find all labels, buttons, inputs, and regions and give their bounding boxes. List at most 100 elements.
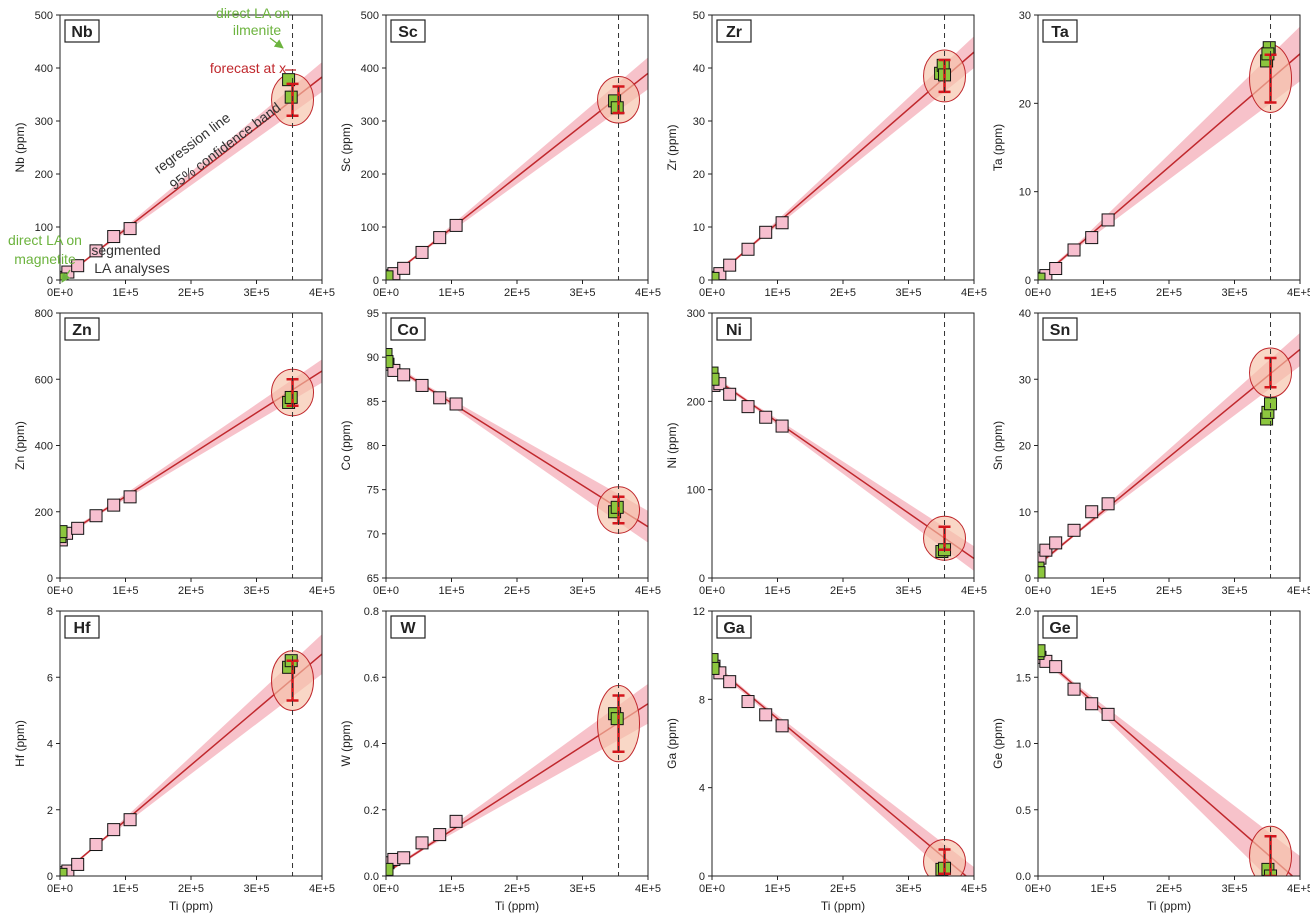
- plot-area: [712, 366, 974, 571]
- y-tick-label: 0: [47, 573, 53, 585]
- data-point: [89, 509, 103, 523]
- plot-area: [386, 57, 648, 280]
- x-tick-label: 1E+5: [765, 585, 791, 597]
- x-tick-label: 4E+5: [1287, 883, 1310, 895]
- y-tick-label: 1.0: [1016, 739, 1031, 751]
- y-tick-label: 2: [47, 805, 53, 817]
- annotation: direct LA on: [8, 232, 82, 248]
- x-tick-label: 0E+0: [1025, 287, 1051, 299]
- x-tick-label: 4E+5: [309, 287, 335, 299]
- y-tick-label: 100: [361, 222, 379, 234]
- annotation-arrow: [269, 37, 284, 49]
- x-axis-label: Ti (ppm): [169, 899, 213, 913]
- y-tick-label: 90: [367, 352, 379, 364]
- y-tick-label: 100: [687, 485, 705, 497]
- x-tick-label: 2E+5: [178, 287, 204, 299]
- y-tick-label: 300: [361, 116, 379, 128]
- y-tick-label: 200: [361, 169, 379, 181]
- x-tick-label: 0E+0: [47, 585, 73, 597]
- y-tick-label: 0.4: [364, 739, 379, 751]
- element-box: [716, 19, 752, 43]
- x-tick-label: 0E+0: [373, 585, 399, 597]
- plot-frame: [385, 14, 649, 281]
- x-tick-label: 4E+5: [635, 585, 661, 597]
- panel: 0 100 200 300 400 500 0E+0 1E+5 2E+5 3E+5 4E+5 Nb (…: [8, 5, 335, 299]
- plot-area: [60, 359, 322, 547]
- panel: 0.0 0.2 0.4 0.6 0.8 0E+0 1E+5 2E+5 3E+5 4E+5 W (pp…: [339, 606, 661, 913]
- y-tick-label: 40: [1019, 308, 1031, 320]
- x-tick-label: 2E+5: [830, 287, 856, 299]
- data-point: [759, 410, 773, 424]
- y-tick-label: 1.5: [1016, 672, 1031, 684]
- data-point: [1101, 213, 1115, 227]
- y-tick-label: 300: [687, 308, 705, 320]
- y-tick-label: 400: [35, 63, 53, 75]
- x-tick-label: 0E+0: [699, 883, 725, 895]
- data-point: [397, 261, 411, 275]
- data-point: [759, 708, 773, 722]
- plot-area: [1038, 644, 1300, 876]
- data-point: [759, 225, 773, 239]
- data-point: [1085, 697, 1099, 711]
- x-axis-label: Ti (ppm): [821, 899, 865, 913]
- panel: 65 70 75 80 85 90 95 0E+0 1E+5 2E+5 3E+5 4E+5 Co (pp…: [339, 308, 661, 597]
- data-point: [1067, 243, 1081, 257]
- x-tick-label: 4E+5: [1287, 585, 1310, 597]
- x-tick-label: 2E+5: [504, 883, 530, 895]
- data-point: [1039, 543, 1053, 557]
- element-label: Ni: [726, 322, 742, 339]
- element-label: Nb: [71, 24, 93, 41]
- y-tick-label: 0: [699, 573, 705, 585]
- y-tick-label: 0.6: [364, 672, 379, 684]
- data-point: [433, 828, 447, 842]
- y-tick-label: 12: [693, 606, 705, 618]
- data-point: [107, 823, 121, 837]
- data-point: [107, 498, 121, 512]
- data-point: [60, 867, 68, 876]
- data-point: [1038, 644, 1046, 658]
- x-tick-label: 0E+0: [1025, 585, 1051, 597]
- panel: 0 2 4 6 8 0E+0 1E+5 2E+5 3E+5 4E+5 Hf (ppm) Ti (ppm…: [13, 606, 335, 913]
- data-point: [1038, 272, 1046, 280]
- data-point: [123, 490, 137, 504]
- y-tick-label: 0.0: [364, 871, 379, 883]
- y-tick-label: 2.0: [1016, 606, 1031, 618]
- data-point: [107, 230, 121, 244]
- x-tick-label: 3E+5: [570, 287, 596, 299]
- x-tick-label: 1E+5: [113, 287, 139, 299]
- data-point: [386, 270, 394, 280]
- y-tick-label: 65: [367, 573, 379, 585]
- y-tick-label: 200: [35, 507, 53, 519]
- x-tick-label: 2E+5: [504, 287, 530, 299]
- element-box: [716, 317, 752, 341]
- data-point: [71, 521, 85, 535]
- y-tick-label: 10: [1019, 507, 1031, 519]
- plot-area: [386, 683, 648, 876]
- y-tick-label: 8: [47, 606, 53, 618]
- y-tick-label: 20: [693, 169, 705, 181]
- y-tick-label: 0: [1025, 573, 1031, 585]
- x-tick-label: 0E+0: [47, 287, 73, 299]
- y-tick-label: 400: [35, 441, 53, 453]
- element-label: Sc: [398, 24, 418, 41]
- y-axis-label: Sc (ppm): [339, 123, 353, 172]
- y-tick-label: 0: [47, 871, 53, 883]
- element-label: Co: [397, 322, 419, 339]
- y-tick-label: 30: [1019, 374, 1031, 386]
- x-tick-label: 2E+5: [830, 883, 856, 895]
- x-tick-label: 2E+5: [504, 585, 530, 597]
- y-axis-label: Co (ppm): [339, 420, 353, 470]
- plot-area: [1038, 26, 1300, 280]
- data-point: [284, 390, 298, 404]
- data-point: [284, 90, 298, 104]
- y-tick-label: 0: [699, 275, 705, 287]
- y-tick-label: 10: [1019, 187, 1031, 199]
- x-tick-label: 3E+5: [244, 287, 270, 299]
- y-tick-label: 50: [693, 10, 705, 22]
- data-point: [433, 391, 447, 405]
- y-tick-label: 6: [47, 672, 53, 684]
- data-point: [386, 862, 394, 876]
- data-point: [386, 355, 394, 369]
- data-point: [386, 348, 393, 362]
- x-tick-label: 4E+5: [309, 883, 335, 895]
